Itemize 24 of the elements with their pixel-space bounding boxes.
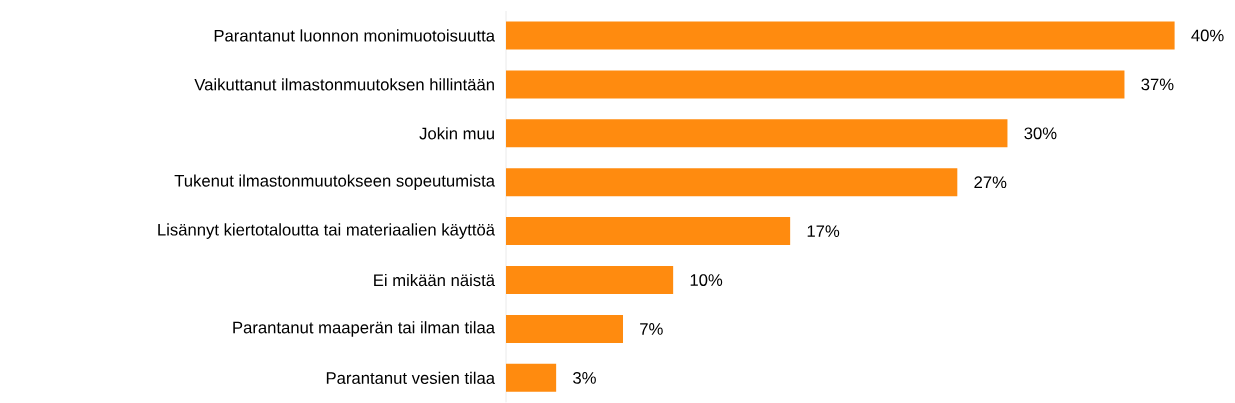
bar — [506, 217, 791, 246]
bar — [506, 21, 1175, 50]
y-tick-label: Parantanut vesien tilaa — [326, 371, 496, 384]
y-tick-label: Vaikuttanut ilmastonmuutoksen hillintään — [194, 78, 494, 91]
data-label: 7% — [640, 323, 663, 335]
bar — [506, 168, 958, 197]
y-tick-label: Jokin muu — [419, 127, 494, 140]
data-label: 40% — [1191, 29, 1224, 42]
y-tick-label: Tukenut ilmastonmuutokseen sopeutumista — [174, 174, 496, 190]
y-tick-label: Lisännyt kiertotaloutta tai materiaalien käyttöä — [158, 223, 496, 239]
bar — [506, 70, 1125, 99]
bar — [506, 363, 557, 392]
y-tick-label: Parantanut maaperän tai ilman tilaa — [233, 321, 496, 337]
data-label: 3% — [573, 371, 596, 384]
data-label: 30% — [1024, 127, 1057, 140]
bar — [506, 119, 1008, 148]
data-label: 37% — [1141, 78, 1174, 91]
data-label: 17% — [807, 225, 840, 237]
y-tick-label: Parantanut luonnon monimuotoisuutta — [214, 29, 496, 42]
bar — [506, 314, 624, 343]
y-tick-label: Ei mikään näistä — [374, 273, 496, 287]
data-label: 27% — [974, 176, 1007, 189]
bar — [506, 266, 674, 295]
data-label: 10% — [690, 274, 723, 286]
